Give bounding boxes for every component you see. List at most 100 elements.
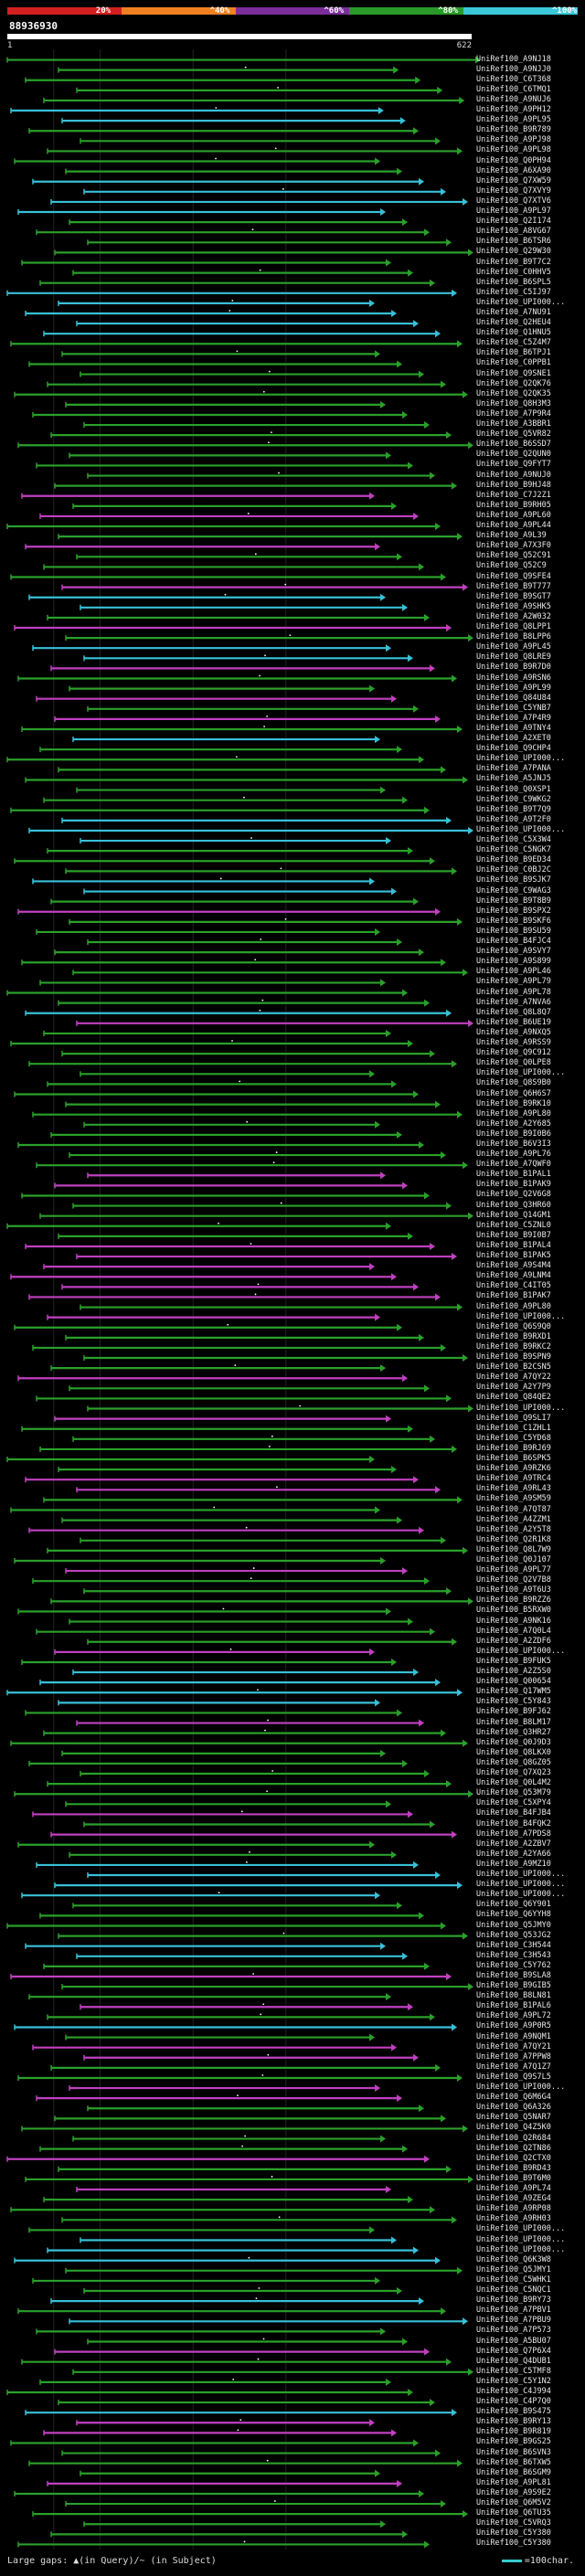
hit-label[interactable]: UniRef100_A9TNY4 [476,723,551,733]
hit-label[interactable]: UniRef100_Q2V7B8 [476,1575,551,1585]
hit-label[interactable]: UniRef100_Q9CHP4 [476,744,551,754]
hit-alignment[interactable] [6,1222,392,1230]
hit-label[interactable]: UniRef100_C4J994 [476,2386,551,2396]
hit-label[interactable]: UniRef100_A9RH03 [476,2214,551,2224]
hit-label[interactable]: UniRef100_Q0L4M2 [476,1778,551,1788]
hit-alignment[interactable] [58,2399,436,2407]
hit-label[interactable]: UniRef100_B9RJ69 [476,1443,551,1453]
hit-alignment[interactable] [47,2013,436,2021]
hit-label[interactable]: UniRef100_A7NVA6 [476,997,551,1007]
hit-label[interactable]: UniRef100_A3BBR1 [476,419,551,429]
hit-label[interactable]: UniRef100_A9PJ98 [476,135,551,145]
hit-alignment[interactable] [14,2489,425,2497]
hit-label[interactable]: UniRef100_Q2V6G8 [476,1190,551,1200]
hit-alignment[interactable] [6,756,425,764]
hit-label[interactable]: UniRef100_C6T368 [476,74,551,84]
hit-label[interactable]: UniRef100_Q2TN86 [476,2143,551,2153]
hit-alignment[interactable] [61,117,406,125]
hit-label[interactable]: UniRef100_A7Q1Z7 [476,2062,551,2072]
hit-label[interactable]: UniRef100_Q52C9 [476,561,547,571]
hit-label[interactable]: UniRef100_B6SSD7 [476,440,551,450]
hit-label[interactable]: UniRef100_C0BJ2C [476,865,551,875]
hit-alignment[interactable] [54,1415,392,1423]
hit-label[interactable]: UniRef100_A9PL44 [476,521,551,531]
hit-alignment[interactable] [21,1425,414,1433]
hit-alignment[interactable] [61,1749,387,1757]
hit-alignment[interactable] [25,2409,458,2417]
hit-alignment[interactable] [65,634,474,642]
hit-label[interactable]: UniRef100_B9GS25 [476,2437,551,2447]
hit-label[interactable]: UniRef100_C0PPB1 [476,358,551,368]
hit-label[interactable]: UniRef100_A9PL97 [476,207,551,216]
hit-alignment[interactable] [32,2276,381,2284]
hit-alignment[interactable] [54,949,425,957]
hit-label[interactable]: UniRef100_B9T6M0 [476,2173,551,2183]
hit-alignment[interactable] [6,2155,431,2163]
hit-alignment[interactable] [47,1546,469,1554]
hit-alignment[interactable] [39,1679,441,1687]
hit-label[interactable]: UniRef100_Q5VR82 [476,429,551,440]
hit-label[interactable]: UniRef100_UPI000... [476,1311,566,1321]
hit-label[interactable]: UniRef100_A7X3F0 [476,541,551,551]
hit-label[interactable]: UniRef100_B9I0B7 [476,1230,551,1240]
hit-alignment[interactable] [76,2186,392,2194]
hit-alignment[interactable] [14,2023,458,2031]
hit-alignment[interactable] [28,1759,409,1767]
hit-label[interactable]: UniRef100_Q8S9B0 [476,1078,551,1088]
hit-alignment[interactable] [80,1070,376,1078]
hit-label[interactable]: UniRef100_C5YNB7 [476,703,551,713]
hit-alignment[interactable] [58,66,399,74]
hit-label[interactable]: UniRef100_Q7XVY9 [476,186,551,196]
hit-alignment[interactable] [72,2135,387,2143]
hit-alignment[interactable] [32,177,425,186]
hit-alignment[interactable] [39,1912,425,1920]
hit-label[interactable]: UniRef100_A9SVY7 [476,947,551,957]
hit-label[interactable]: UniRef100_C5Y843 [476,1697,551,1707]
hit-alignment[interactable] [36,1860,420,1869]
hit-label[interactable]: UniRef100_B6TSR6 [476,237,551,247]
hit-alignment[interactable] [76,86,443,94]
hit-label[interactable]: UniRef100_A9PL60 [476,510,551,520]
hit-alignment[interactable] [61,2216,458,2224]
hit-alignment[interactable] [28,2459,463,2467]
hit-alignment[interactable] [65,1800,392,1808]
hit-label[interactable]: UniRef100_C5Y380 [476,2528,551,2539]
hit-alignment[interactable] [43,1729,447,1737]
hit-label[interactable]: UniRef100_C5ZNL0 [476,1220,551,1230]
hit-label[interactable]: UniRef100_A9T2F0 [476,814,551,824]
hit-label[interactable]: UniRef100_Q9SNE1 [476,368,551,378]
hit-label[interactable]: UniRef100_C5Y380 [476,2539,551,2549]
hit-alignment[interactable] [32,2510,469,2518]
hit-label[interactable]: UniRef100_A9RSN6 [476,673,551,683]
hit-label[interactable]: UniRef100_Q2R684 [476,2133,551,2143]
hit-alignment[interactable] [61,816,452,824]
hit-label[interactable]: UniRef100_A2Y7P9 [476,1383,551,1393]
hit-label[interactable]: UniRef100_Q4Z5K0 [476,2123,551,2133]
hit-label[interactable]: UniRef100_B9T8B9 [476,896,551,906]
hit-alignment[interactable] [10,1739,469,1747]
hit-alignment[interactable] [61,583,469,591]
hit-alignment[interactable] [83,1820,436,1829]
hit-label[interactable]: UniRef100_UPI000... [476,2234,566,2244]
hit-label[interactable]: UniRef100_C5Y1N2 [476,2376,551,2386]
hit-label[interactable]: UniRef100_B9HJ48 [476,480,551,490]
hit-label[interactable]: UniRef100_A9PL99 [476,683,551,693]
hit-alignment[interactable] [80,2469,381,2477]
hit-alignment[interactable] [72,736,381,744]
hit-alignment[interactable] [36,228,431,237]
hit-alignment[interactable] [32,1110,463,1118]
hit-label[interactable]: UniRef100_C6TMQ1 [476,84,551,94]
hit-label[interactable]: UniRef100_B1PAK9 [476,1180,551,1190]
hit-alignment[interactable] [28,1293,441,1301]
hit-alignment[interactable] [43,1962,431,1970]
hit-alignment[interactable] [6,289,458,297]
hit-alignment[interactable] [50,2297,425,2306]
hit-label[interactable]: UniRef100_A2Y685 [476,1118,551,1129]
hit-alignment[interactable] [58,533,463,541]
hit-alignment[interactable] [54,1882,463,1890]
hit-label[interactable]: UniRef100_Q8LPP1 [476,622,551,631]
hit-label[interactable]: UniRef100_B9RXD1 [476,1331,551,1341]
hit-label[interactable]: UniRef100_A9PL95 [476,115,551,125]
hit-label[interactable]: UniRef100_A9RZK6 [476,1464,551,1474]
hit-alignment[interactable] [72,269,414,277]
